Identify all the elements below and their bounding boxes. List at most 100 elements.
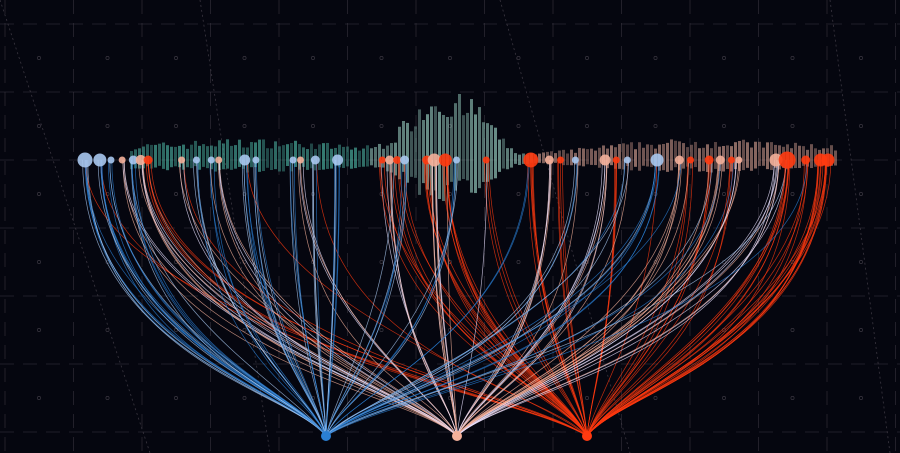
link-curve [325, 159, 657, 437]
link-curve [325, 159, 340, 437]
histogram-bar [286, 144, 289, 167]
link-curve [456, 159, 775, 437]
histogram-bar [682, 143, 685, 169]
dotted-arc [199, 0, 271, 453]
link-curve [586, 159, 827, 437]
grid-marker [174, 56, 178, 60]
histogram-bar [762, 147, 765, 166]
histogram-bar [810, 144, 813, 169]
histogram-bar [278, 146, 281, 172]
link-curve [484, 159, 588, 437]
target-nodes [321, 431, 592, 441]
source-node [612, 156, 620, 164]
link-curve [456, 159, 629, 437]
source-node [544, 155, 554, 165]
grid-marker [174, 124, 178, 128]
histogram-bar [194, 140, 197, 167]
source-node [252, 156, 260, 164]
link-curve [379, 159, 588, 437]
link-curve [210, 159, 458, 437]
histogram-bar [638, 142, 641, 171]
link-curve [141, 159, 458, 437]
histogram-bar [834, 150, 837, 166]
source-node [704, 155, 714, 165]
histogram-bar [694, 141, 697, 168]
histogram-bar [222, 143, 225, 170]
link-curve [213, 159, 327, 437]
histogram-bar [650, 144, 653, 168]
histogram-bar [166, 145, 169, 171]
link-curve [316, 159, 327, 437]
histogram-bar [350, 149, 353, 169]
histogram-bar [462, 115, 465, 180]
histogram-bar [486, 123, 489, 182]
histogram-bar [358, 150, 361, 168]
link-curve [138, 159, 458, 437]
histogram-bar [666, 142, 669, 172]
target-node [582, 431, 592, 441]
histogram-bar [162, 142, 165, 169]
link-curve [122, 159, 458, 437]
histogram-bar [190, 144, 193, 169]
histogram-bar [378, 143, 381, 168]
histogram-bar [734, 142, 737, 170]
source-node [523, 152, 539, 168]
link-curve [107, 159, 327, 437]
histogram-bar [794, 142, 797, 169]
grid-marker [790, 260, 795, 264]
histogram-bar [226, 139, 229, 169]
source-node [310, 155, 320, 165]
histogram-bar [458, 93, 461, 181]
grid-marker [859, 56, 863, 60]
link-curve [456, 159, 689, 437]
histogram-bar [578, 147, 581, 166]
link-curve [325, 159, 787, 437]
histogram-bar [170, 146, 173, 168]
source-node [93, 153, 107, 167]
link-curve [298, 159, 458, 437]
histogram-bar [702, 147, 705, 172]
source-node [769, 153, 783, 167]
grid-marker [379, 328, 384, 332]
histogram-bar [202, 144, 205, 167]
histogram-bar [374, 146, 377, 168]
link-curve [586, 159, 693, 437]
link-curve [456, 159, 680, 437]
histogram-bar [542, 152, 545, 164]
grid-marker [37, 328, 41, 332]
grid-marker [790, 328, 795, 332]
histogram-bar [674, 140, 677, 168]
histogram-bar [714, 142, 717, 169]
grid-marker [722, 124, 726, 128]
source-node [727, 156, 735, 164]
histogram-bar [362, 148, 365, 167]
grid-marker [242, 56, 247, 60]
grid-marker [105, 56, 110, 60]
grid-marker [790, 192, 795, 196]
link-curve [530, 159, 588, 437]
link-curve [325, 159, 660, 437]
histogram-bar [510, 148, 513, 168]
link-curve [325, 159, 408, 437]
link-curve [456, 159, 681, 437]
histogram-bar [346, 146, 349, 167]
grid-marker [790, 124, 795, 128]
link-curve [325, 159, 459, 437]
histogram-bar [254, 142, 257, 168]
link-curve [456, 159, 488, 437]
histogram-bar [186, 148, 189, 168]
link-curve [456, 159, 739, 437]
source-node [289, 156, 297, 164]
link-curve [486, 159, 588, 437]
link-curve [562, 159, 588, 437]
histogram-bar [150, 144, 153, 169]
link-curve [325, 159, 682, 437]
histogram-bar [258, 139, 261, 172]
grid-marker [242, 328, 247, 332]
source-node [135, 154, 146, 166]
histogram-bar [594, 150, 597, 166]
source-node [393, 156, 401, 164]
grid-marker [174, 396, 178, 400]
histogram-bar [218, 140, 221, 170]
